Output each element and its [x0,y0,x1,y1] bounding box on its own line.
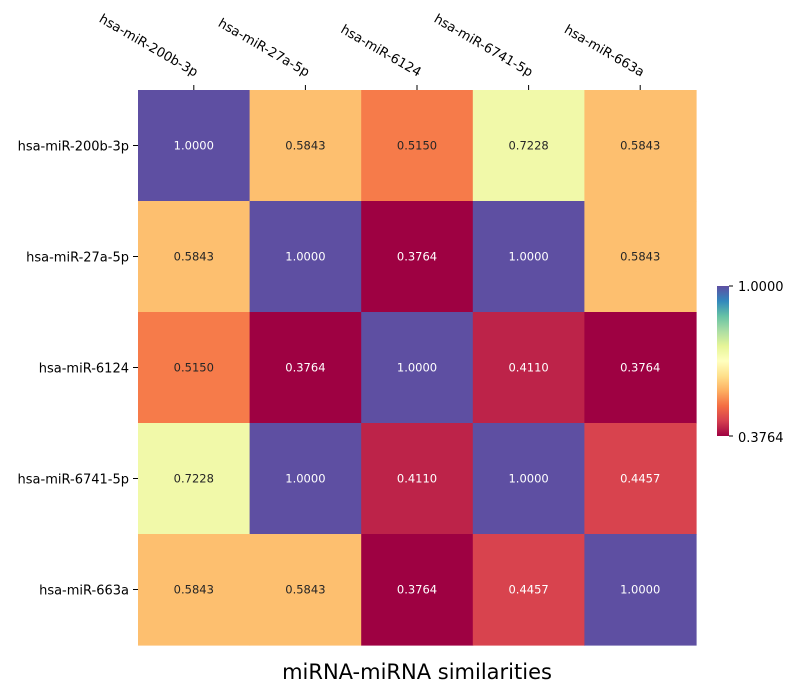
cell-value-label: 0.4457 [620,472,660,486]
y-axis: hsa-miR-200b-3p hsa-miR-27a-5p hsa-miR-612… [18,140,138,599]
cell-value-label: 1.0000 [285,472,325,486]
y-tick-label: hsa-miR-6124 [39,362,129,377]
heatmap-cell [584,90,697,202]
heatmap-cell [249,534,362,646]
colorbar-label-min: 0.3764 [738,431,784,446]
cell-value-label: 0.3764 [620,361,660,375]
heatmap-cell [138,312,251,424]
x-tick-label: hsa-miR-200b-3p [96,12,200,81]
cell-value-label: 0.7228 [174,472,214,486]
cell-value-label: 1.0000 [508,472,548,486]
heatmap-cell [361,90,474,202]
y-tick-label: hsa-miR-6741-5p [18,473,129,488]
x-axis: hsa-miR-200b-3p hsa-miR-27a-5p hsa-miR-612… [96,12,647,90]
y-tick-label: hsa-miR-200b-3p [18,140,129,155]
colorbar: 1.0000 0.3764 [717,280,784,446]
cell-value-label: 1.0000 [620,583,660,597]
cell-value-label: 0.5843 [174,250,214,264]
cell-value-label: 0.3764 [397,250,437,264]
heatmap-cell [472,90,585,202]
colorbar-label-max: 1.0000 [738,280,784,295]
x-tick-label: hsa-miR-6124 [338,22,424,80]
cell-value-label: 0.5843 [285,139,325,153]
cell-value-label: 0.7228 [508,139,548,153]
heatmap-cells [138,90,697,646]
cell-value-label: 0.5843 [620,250,660,264]
heatmap-cell [584,312,697,424]
colorbar-gradient [717,286,729,436]
cell-value-label: 0.5843 [285,583,325,597]
cell-value-label: 1.0000 [397,361,437,375]
heatmap-cell [138,90,251,202]
heatmap-cell [249,90,362,202]
heatmap-cell [138,534,251,646]
x-tick-label: hsa-miR-663a [561,23,646,81]
heatmap-cell [361,201,474,313]
heatmap-cell [138,423,251,535]
cell-value-label: 0.5150 [397,139,437,153]
chart-title: miRNA-miRNA similarities [282,660,552,684]
heatmap-cell [584,534,697,646]
cell-value-label: 1.0000 [174,139,214,153]
heatmap-cell [249,423,362,535]
heatmap-cell [472,201,585,313]
cell-value-label: 0.4110 [508,361,548,375]
x-tick-label: hsa-miR-6741-5p [431,12,535,81]
cell-value-label: 0.3764 [285,361,325,375]
cell-value-label: 0.5150 [174,361,214,375]
heatmap-cell [361,312,474,424]
cell-annotations: 1.0000 0.5843 0.5150 0.7228 0.5843 0.5843 1.00… [174,139,661,597]
heatmap-cell [249,201,362,313]
heatmap-cell [249,312,362,424]
cell-value-label: 0.4110 [397,472,437,486]
heatmap-cell [361,423,474,535]
cell-value-label: 0.3764 [397,583,437,597]
heatmap-cell [361,534,474,646]
heatmap-cell [584,201,697,313]
cell-value-label: 0.4457 [508,583,548,597]
cell-value-label: 1.0000 [285,250,325,264]
heatmap-cell [472,423,585,535]
heatmap-cell [138,201,251,313]
cell-value-label: 0.5843 [620,139,660,153]
y-tick-label: hsa-miR-27a-5p [26,251,129,266]
heatmap-cell [472,534,585,646]
y-tick-label: hsa-miR-663a [39,584,129,599]
cell-value-label: 0.5843 [174,583,214,597]
heatmap-cell [472,312,585,424]
heatmap-cell [584,423,697,535]
x-tick-label: hsa-miR-27a-5p [215,16,312,80]
cell-value-label: 1.0000 [508,250,548,264]
